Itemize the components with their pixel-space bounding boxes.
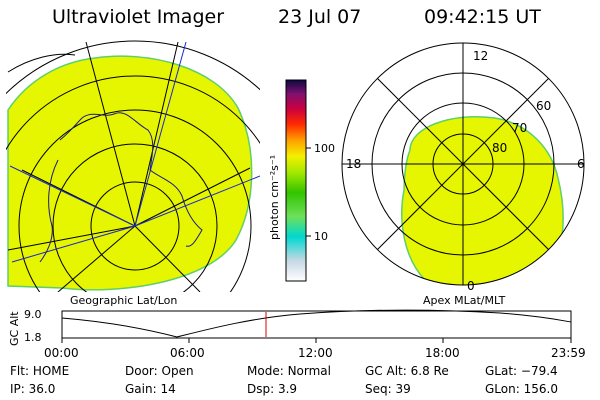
timeline-xtick-3: 18:00 <box>425 346 460 360</box>
apex-panel-label: Apex MLat/MLT <box>423 294 506 307</box>
coastline-geo <box>39 112 203 263</box>
mlat-label-80: 80 <box>492 141 507 155</box>
mlt-label-18: 18 <box>346 157 361 171</box>
gc-alt-curve <box>61 309 572 338</box>
geographic-map <box>6 40 260 292</box>
status-gc-alt: GC Alt: 6.8 Re <box>365 364 449 378</box>
observation-date: 23 Jul 07 <box>278 6 362 28</box>
aurora-apex <box>401 116 564 285</box>
aurora-geo <box>7 55 253 291</box>
status-dsp: Dsp: 3.9 <box>247 382 298 396</box>
timeline-xtick-2: 12:00 <box>298 346 333 360</box>
status-ip: IP: 36.0 <box>10 382 56 396</box>
mlt-label-6: 6 <box>577 157 585 171</box>
geo-panel-label: Geographic Lat/Lon <box>70 294 177 307</box>
observation-time: 09:42:15 UT <box>424 6 541 28</box>
timeline-ylabel: GC Alt <box>8 311 21 346</box>
instrument-title: Ultraviolet Imager <box>52 6 225 28</box>
status-mode: Mode: Normal <box>247 364 331 378</box>
status-glat: GLat: −79.4 <box>485 364 558 378</box>
orbit-timeline: 9.0 1.8 GC Alt 00:00 06:00 12:00 18:00 2… <box>8 308 586 360</box>
status-seq: Seq: 39 <box>365 382 411 396</box>
timeline-xtick-1: 06:00 <box>170 346 205 360</box>
status-glon: GLon: 156.0 <box>485 382 558 396</box>
status-door: Door: Open <box>125 364 194 378</box>
timeline-xtick-4: 23:59 <box>551 346 586 360</box>
mlat-label-70: 70 <box>512 121 527 135</box>
colorbar <box>285 79 307 282</box>
status-flt: Flt: HOME <box>10 364 70 378</box>
timeline-ytick-low: 1.8 <box>24 331 42 344</box>
colorbar-tick-100: 100 <box>314 142 335 155</box>
mlt-label-0: 0 <box>467 279 475 293</box>
colorbar-tick-10: 10 <box>314 230 328 243</box>
colorbar-unit: photon cm⁻²s⁻¹ <box>268 155 281 240</box>
mlat-label-60: 60 <box>536 99 551 113</box>
mlt-label-12: 12 <box>473 49 488 63</box>
timeline-ytick-high: 9.0 <box>24 308 42 321</box>
timeline-xtick-0: 00:00 <box>44 346 79 360</box>
status-gain: Gain: 14 <box>125 382 176 396</box>
apex-map: 12 18 6 0 60 70 80 <box>341 42 585 293</box>
